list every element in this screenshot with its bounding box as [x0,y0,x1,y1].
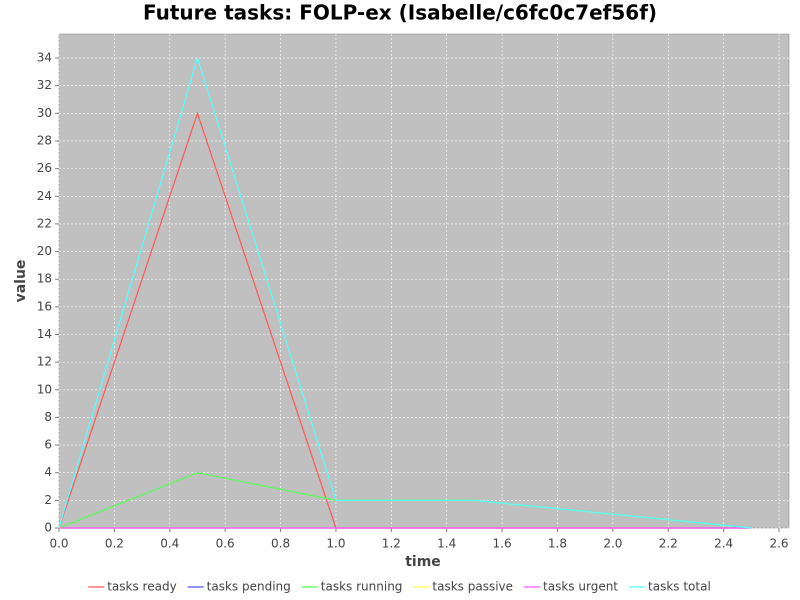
y-tick-label: 22 [37,216,52,230]
y-tick-label: 32 [37,78,52,92]
chart-title: Future tasks: FOLP-ex (Isabelle/c6fc0c7e… [143,1,657,25]
y-tick-label: 26 [37,161,52,175]
x-tick-label: 2.2 [659,537,678,551]
x-tick-label: 1.8 [548,537,567,551]
y-tick-label: 2 [44,493,52,507]
plot-area [58,33,790,529]
x-tick-label: 1.6 [493,537,512,551]
y-tick-label: 12 [37,355,52,369]
y-axis-label: value [13,260,29,303]
y-tick-label: 18 [37,272,52,286]
y-tick-label: 6 [44,438,52,452]
y-tick-label: 20 [37,244,52,258]
legend-label: tasks urgent [543,580,618,594]
x-tick-label: 0.4 [160,537,179,551]
x-axis-label: time [405,554,441,570]
x-tick-label: 1.2 [382,537,401,551]
legend-label: tasks running [321,580,403,594]
y-tick-label: 30 [37,106,52,120]
legend-label: tasks ready [107,580,176,594]
y-tick-label: 16 [37,299,52,313]
x-tick-label: 0.6 [216,537,235,551]
y-tick-label: 28 [37,133,52,147]
y-tick-label: 8 [44,410,52,424]
legend-label: tasks total [648,580,711,594]
y-tick-label: 34 [37,51,52,65]
x-tick-label: 2.4 [714,537,733,551]
series-line [58,55,752,529]
x-tick-label: 0.2 [105,537,124,551]
x-tick-label: 2.0 [603,537,622,551]
x-tick-label: 0.0 [49,537,68,551]
y-tick-label: 0 [44,521,52,535]
y-tick-label: 4 [44,465,52,479]
x-tick-label: 2.6 [769,537,788,551]
y-tick-label: 10 [37,382,52,396]
y-tick-label: 14 [37,327,52,341]
x-tick-label: 1.0 [326,537,345,551]
x-tick-label: 1.4 [437,537,456,551]
legend-label: tasks pending [207,580,291,594]
y-tick-label: 24 [37,189,52,203]
legend-label: tasks passive [432,580,513,594]
x-tick-label: 0.8 [271,537,290,551]
